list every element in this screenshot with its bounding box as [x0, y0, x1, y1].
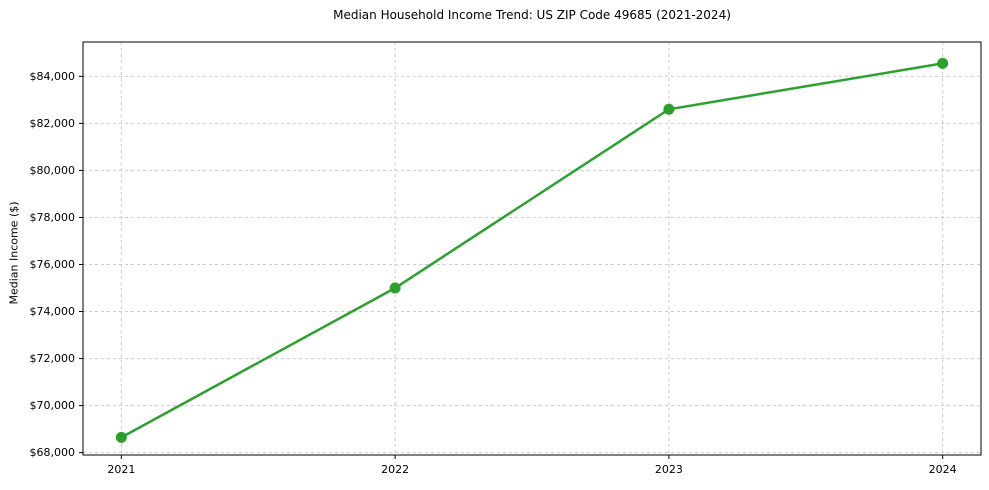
- x-tick-label: 2024: [929, 463, 957, 476]
- data-point-marker: [115, 431, 127, 443]
- y-tick-label: $74,000: [30, 305, 76, 318]
- data-point-marker: [389, 282, 401, 294]
- y-tick-label: $84,000: [30, 70, 76, 83]
- y-tick-label: $76,000: [30, 258, 76, 271]
- chart-title: Median Household Income Trend: US ZIP Co…: [333, 8, 731, 22]
- y-tick-label: $78,000: [30, 211, 76, 224]
- plot-border: [82, 41, 982, 456]
- y-tick-label: $70,000: [30, 399, 76, 412]
- x-tick-label: 2022: [381, 463, 409, 476]
- y-tick-label: $68,000: [30, 446, 76, 459]
- x-tick-label: 2021: [107, 463, 135, 476]
- data-point-marker: [937, 57, 949, 69]
- y-tick-label: $80,000: [30, 164, 76, 177]
- x-tick-label: 2023: [655, 463, 683, 476]
- data-point-marker: [663, 103, 675, 115]
- y-tick-label: $72,000: [30, 352, 76, 365]
- y-tick-label: $82,000: [30, 117, 76, 130]
- trend-line: [120, 62, 944, 439]
